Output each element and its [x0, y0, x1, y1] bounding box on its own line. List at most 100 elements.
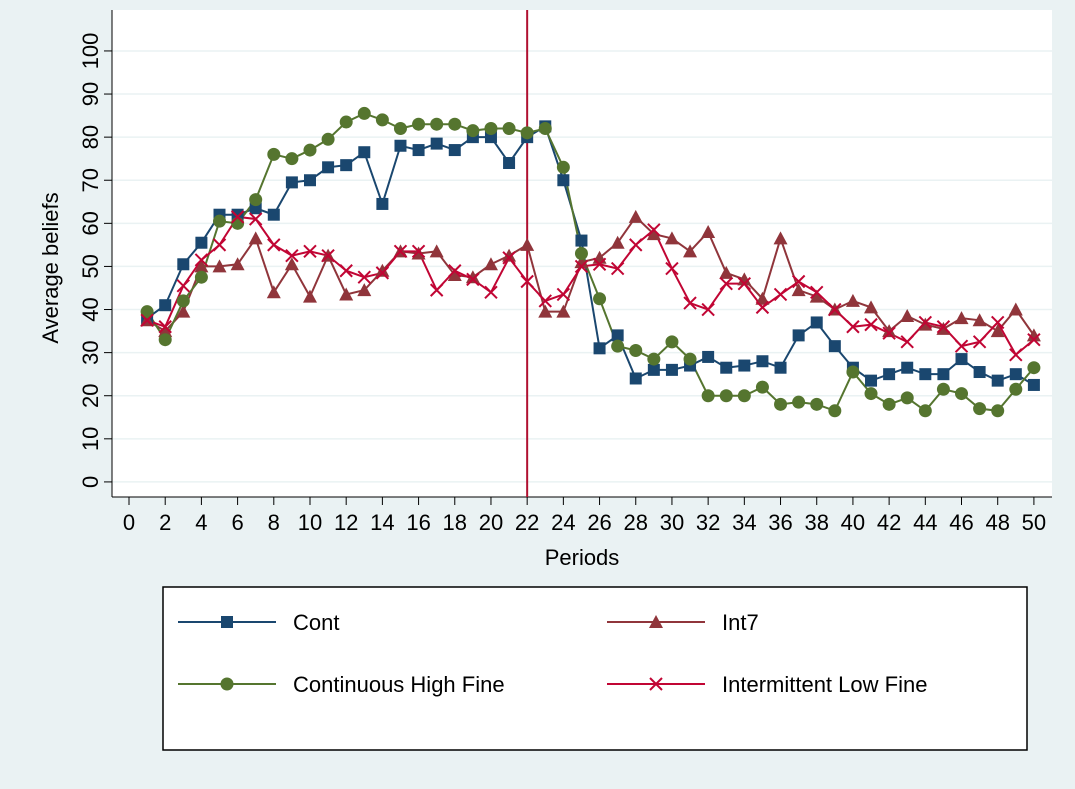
marker: [503, 156, 516, 169]
y-tick-label: 60: [78, 211, 103, 235]
marker: [429, 283, 444, 297]
x-tick-label: 32: [696, 510, 720, 535]
legend-label: Int7: [722, 610, 759, 635]
marker: [646, 227, 661, 241]
marker: [302, 289, 317, 303]
marker: [502, 122, 516, 136]
marker: [954, 311, 969, 325]
marker: [375, 263, 390, 277]
marker: [773, 231, 788, 245]
marker: [918, 315, 933, 330]
marker: [194, 253, 209, 267]
marker: [683, 352, 697, 366]
marker: [267, 238, 281, 252]
marker: [991, 404, 1005, 418]
marker: [448, 117, 462, 131]
x-tick-label: 2: [159, 510, 171, 535]
marker: [973, 402, 987, 416]
y-tick-label: 90: [78, 82, 103, 106]
x-tick-label: 30: [660, 510, 684, 535]
marker: [1026, 328, 1041, 342]
marker: [719, 276, 733, 291]
marker: [176, 304, 191, 318]
marker: [538, 122, 552, 136]
marker: [845, 293, 860, 307]
marker: [394, 139, 407, 152]
marker: [556, 160, 570, 174]
marker: [502, 251, 516, 265]
marker: [159, 299, 172, 312]
marker: [919, 368, 932, 381]
marker: [809, 289, 824, 303]
marker: [936, 320, 951, 334]
marker: [220, 677, 234, 691]
marker: [629, 343, 643, 357]
marker: [1009, 382, 1023, 396]
legend-label: Continuous High Fine: [293, 672, 505, 697]
marker: [303, 244, 317, 259]
x-tick-label: 22: [515, 510, 539, 535]
y-tick-label: 40: [78, 297, 103, 321]
marker: [340, 159, 353, 172]
x-tick-label: 8: [268, 510, 280, 535]
y-tick-label: 10: [78, 427, 103, 451]
marker: [285, 248, 299, 263]
marker: [900, 391, 914, 405]
marker: [882, 326, 896, 340]
marker: [447, 268, 462, 282]
marker: [249, 193, 263, 207]
marker: [738, 359, 751, 372]
x-tick-label: 38: [804, 510, 828, 535]
marker: [158, 320, 172, 334]
marker: [973, 366, 986, 379]
marker: [629, 238, 643, 252]
marker: [991, 374, 1004, 387]
marker: [773, 287, 788, 302]
marker: [647, 363, 660, 376]
marker: [1009, 368, 1022, 381]
marker: [321, 248, 335, 263]
marker: [665, 335, 679, 349]
y-axis-title: Average beliefs: [38, 192, 63, 343]
marker: [358, 146, 371, 159]
marker: [611, 329, 624, 342]
marker: [990, 315, 1005, 330]
marker: [412, 117, 426, 131]
x-tick-label: 4: [195, 510, 207, 535]
marker: [828, 302, 842, 317]
marker: [502, 248, 517, 262]
marker: [828, 340, 841, 353]
marker: [990, 324, 1005, 338]
marker: [177, 258, 190, 271]
marker: [520, 274, 534, 289]
marker: [702, 350, 715, 363]
marker: [303, 174, 316, 187]
marker: [195, 236, 208, 249]
marker: [610, 261, 625, 276]
x-tick-label: 0: [123, 510, 135, 535]
marker: [1027, 332, 1041, 347]
marker: [448, 144, 461, 157]
marker: [484, 285, 498, 299]
marker: [556, 287, 571, 302]
marker: [737, 276, 752, 291]
marker: [737, 272, 752, 286]
marker: [936, 382, 950, 396]
marker: [720, 361, 733, 374]
x-tick-label: 14: [370, 510, 394, 535]
x-tick-label: 18: [443, 510, 467, 535]
x-tick-label: 50: [1022, 510, 1046, 535]
marker: [900, 308, 915, 322]
marker: [267, 147, 281, 161]
marker: [376, 197, 389, 210]
x-tick-label: 10: [298, 510, 322, 535]
marker: [466, 272, 480, 287]
marker: [284, 257, 299, 271]
marker: [883, 368, 896, 381]
marker: [140, 313, 154, 328]
legend-box: [162, 586, 1028, 751]
marker: [649, 677, 663, 691]
y-tick-label: 0: [78, 476, 103, 488]
marker: [140, 305, 154, 319]
x-tick-label: 28: [624, 510, 648, 535]
